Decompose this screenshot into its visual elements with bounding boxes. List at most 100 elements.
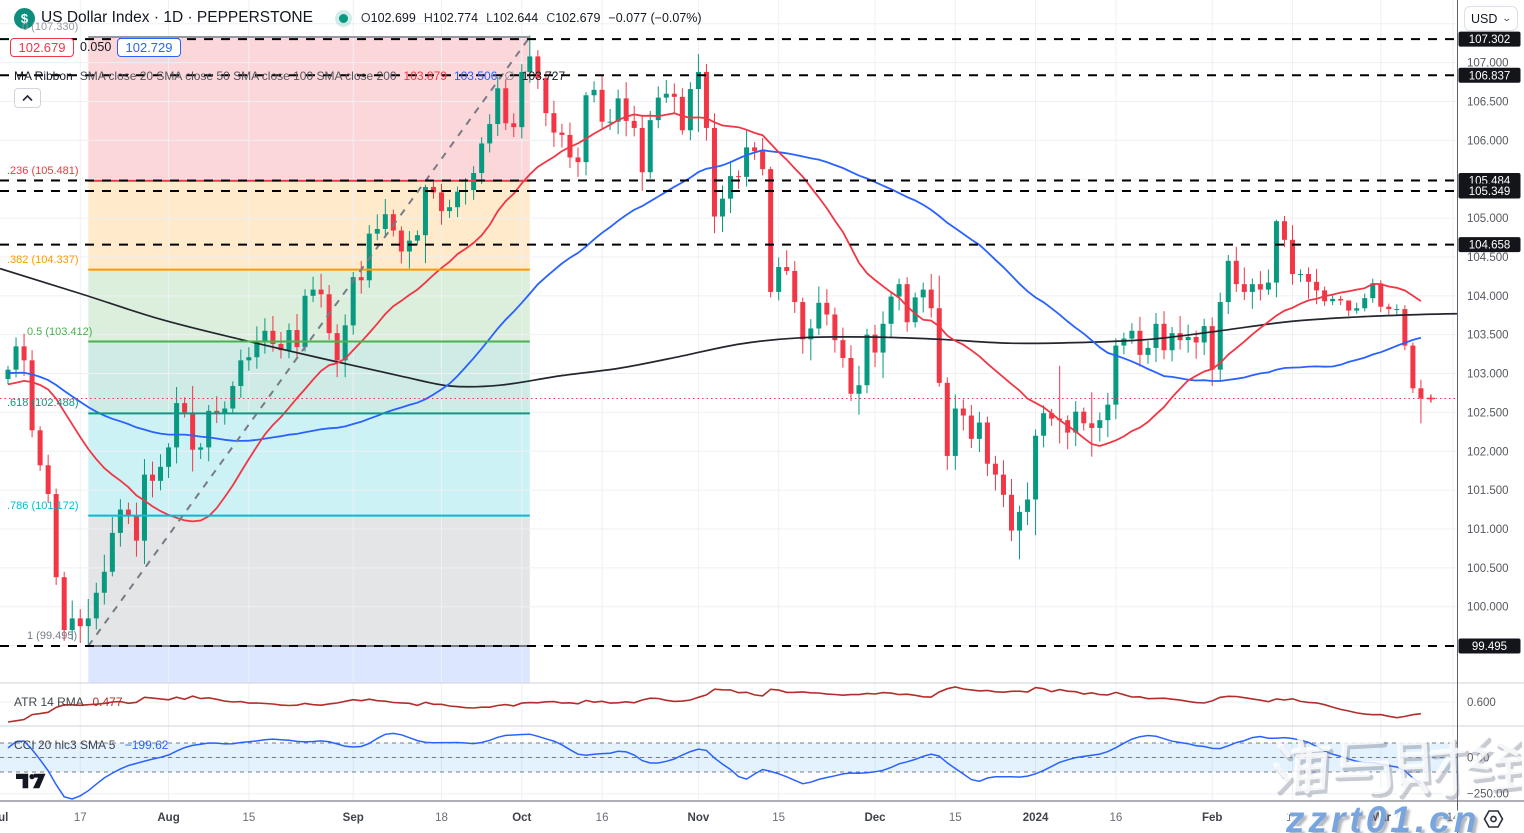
price-line-axis-label xyxy=(1458,183,1521,199)
candle-body xyxy=(655,97,661,121)
sma50-line xyxy=(7,149,1422,442)
candle-body xyxy=(430,186,436,193)
candle xyxy=(1249,278,1255,309)
candle-body xyxy=(575,157,581,163)
candle-body xyxy=(141,474,147,541)
candle xyxy=(1289,225,1295,285)
fib-band xyxy=(88,413,530,516)
candle xyxy=(607,109,613,130)
buy-button[interactable]: 102.729 xyxy=(117,38,181,57)
fib-level-label: .382 (104.337) xyxy=(7,253,79,266)
price-tick-label: 103.500 xyxy=(1467,330,1509,342)
sell-button[interactable]: 102.679 xyxy=(10,38,74,57)
sma200-line xyxy=(0,267,1457,388)
candle xyxy=(671,83,677,114)
ma-ribbon-name: MA Ribbon xyxy=(14,68,73,83)
candle-body xyxy=(358,277,364,281)
candle xyxy=(1009,479,1014,542)
candle-body xyxy=(944,382,950,456)
tradingview-logo[interactable] xyxy=(15,773,46,789)
open-label: O xyxy=(360,11,371,25)
candle xyxy=(117,499,123,547)
price-axis[interactable]: 107.000 106.500 106.000 105.000 104.500 104.0… xyxy=(1458,31,1521,801)
price-line-axis-label-text: 104.658 xyxy=(1469,240,1511,252)
cci-legend-row[interactable]: CCI 20 hlc3 SMA 5 −199.62 xyxy=(14,738,168,752)
candle xyxy=(53,488,59,585)
ma-ribbon-values: 103.879 103.506 ∅ 103.727 xyxy=(404,69,573,83)
candle xyxy=(374,214,380,241)
candle-body xyxy=(728,176,734,199)
candle-body xyxy=(182,403,188,413)
candle xyxy=(808,319,814,361)
candle xyxy=(150,461,156,498)
price-line-axis-label-text: 106.837 xyxy=(1469,70,1511,82)
candle-body xyxy=(374,228,380,234)
candle xyxy=(1346,300,1352,317)
candle xyxy=(615,89,621,135)
price-line-axis-label xyxy=(1458,31,1521,47)
candle-body xyxy=(840,340,846,359)
candle xyxy=(390,209,396,237)
candle-body xyxy=(1370,283,1376,299)
candle-body xyxy=(487,124,493,144)
candle-body xyxy=(302,295,308,348)
candle xyxy=(246,347,252,371)
atr-legend-row[interactable]: ATR 14 RMA 0.477 xyxy=(14,695,123,709)
candle xyxy=(1193,330,1199,359)
fib-level-label: 0 (107.330) xyxy=(22,20,79,33)
candle-body xyxy=(848,358,854,394)
candle xyxy=(479,137,485,184)
candle xyxy=(1000,460,1006,508)
candle xyxy=(856,365,862,415)
candle xyxy=(1394,304,1400,317)
candle-body xyxy=(1209,326,1215,370)
candle-body xyxy=(647,120,653,173)
price-tick-label: 102.500 xyxy=(1467,407,1509,419)
candle xyxy=(776,257,782,301)
timezone-settings-button[interactable] xyxy=(1482,808,1507,830)
candle-body xyxy=(1009,494,1014,531)
candle xyxy=(125,502,131,525)
candle-body xyxy=(439,192,445,212)
candle-body xyxy=(1281,221,1287,240)
candle xyxy=(1233,246,1239,292)
candle-body xyxy=(583,95,589,163)
price-line-axis-label xyxy=(1458,237,1521,253)
candle-body xyxy=(808,328,814,340)
candle-body xyxy=(447,207,453,212)
candle-body xyxy=(398,230,404,252)
fib-band xyxy=(88,269,530,342)
candle-body xyxy=(85,618,91,627)
candle-body xyxy=(551,113,557,133)
time-axis[interactable]: Jul 17 Aug 15 Sep 18 Oct 16 Nov 15 Dec 15 2024 16 Feb 1… xyxy=(0,812,1460,824)
candle xyxy=(1273,219,1279,298)
pane-collapse-button[interactable] xyxy=(14,88,41,108)
candle xyxy=(1065,415,1071,450)
fib-level-label: 0.5 (103.412) xyxy=(27,325,93,338)
candle-body xyxy=(479,143,485,174)
ohlc-values: O102.699 H102.774 L102.644 C102.679 −0.0… xyxy=(361,11,702,25)
candle xyxy=(1265,269,1271,295)
candle-body xyxy=(1354,308,1360,311)
ma-ribbon-legend-row[interactable]: MA Ribbon SMA close 20 SMA close 50 SMA … xyxy=(14,67,572,84)
candle-body xyxy=(222,408,228,414)
candle xyxy=(190,385,196,472)
candle-body xyxy=(1137,330,1143,355)
candle-body xyxy=(744,147,750,177)
symbol-legend-row[interactable]: $ US Dollar Index · 1D · PEPPERSTONE O10… xyxy=(14,7,702,29)
candle-body xyxy=(824,302,830,315)
candle xyxy=(872,324,878,368)
candle xyxy=(1378,280,1384,313)
price-line-axis-label-text: 107.302 xyxy=(1469,34,1511,46)
candle-body xyxy=(37,430,43,466)
candle-body xyxy=(1386,306,1392,310)
currency-selector[interactable]: USD ⌄ xyxy=(1464,6,1518,31)
atr-legend-title: ATR 14 RMA xyxy=(14,695,84,709)
fib-level-label: 1 (99.495) xyxy=(27,629,78,642)
candle xyxy=(896,278,902,311)
candle xyxy=(535,50,541,89)
candle-body xyxy=(607,121,613,123)
candle xyxy=(439,183,445,225)
watermark-site: zzrt01.cn xyxy=(1286,799,1481,833)
